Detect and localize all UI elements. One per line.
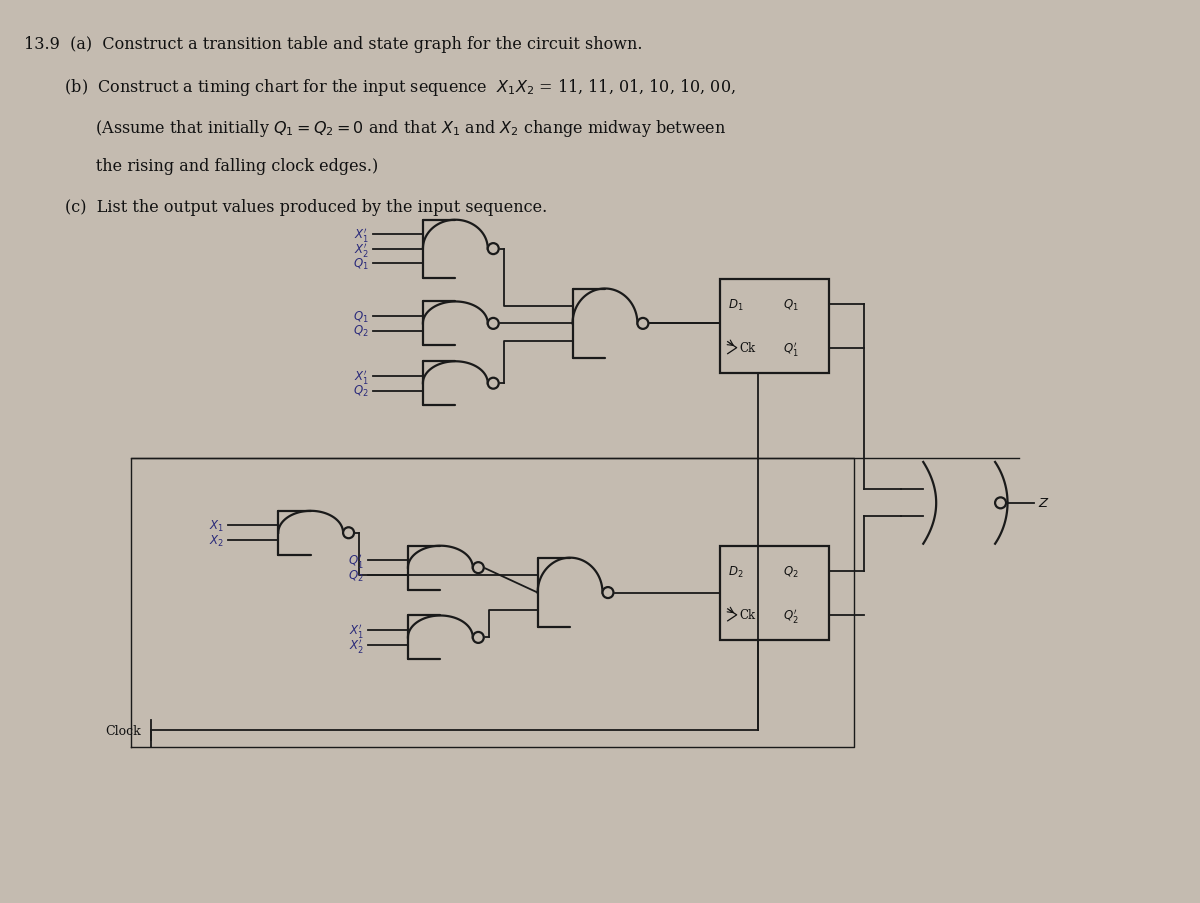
Text: 13.9  (a)  Construct a transition table and state graph for the circuit shown.: 13.9 (a) Construct a transition table an…: [24, 36, 642, 53]
Text: $Q_2'$: $Q_2'$: [784, 606, 799, 624]
Text: $X_2'$: $X_2'$: [349, 636, 364, 654]
Circle shape: [602, 588, 613, 599]
Text: $Q_2$: $Q_2$: [348, 568, 364, 582]
Text: $X_2$: $X_2$: [209, 533, 224, 548]
Text: $X_2'$: $X_2'$: [354, 240, 370, 258]
Text: $Q_1$: $Q_1$: [353, 256, 370, 271]
Text: $D_1$: $D_1$: [727, 297, 743, 312]
Text: $D_2$: $D_2$: [727, 564, 743, 579]
Circle shape: [473, 632, 484, 643]
Text: $X_1$: $X_1$: [209, 518, 224, 534]
Text: $X_1'$: $X_1'$: [354, 368, 370, 386]
Text: $Q_1'$: $Q_1'$: [348, 552, 364, 570]
Circle shape: [637, 319, 648, 330]
Text: $Z$: $Z$: [1038, 497, 1050, 510]
Circle shape: [487, 378, 499, 389]
Bar: [720, 546, 829, 641]
Text: Ck: Ck: [739, 342, 756, 355]
Circle shape: [343, 527, 354, 538]
Text: (Assume that initially $Q_1 = Q_2 = 0$ and that $X_1$ and $X_2$ change midway be: (Assume that initially $Q_1 = Q_2 = 0$ a…: [24, 117, 726, 138]
Text: the rising and falling clock edges.): the rising and falling clock edges.): [24, 158, 378, 175]
Circle shape: [487, 244, 499, 255]
Text: Clock: Clock: [106, 724, 142, 737]
Text: $Q_1'$: $Q_1'$: [784, 340, 799, 358]
Text: Ck: Ck: [739, 609, 756, 621]
Bar: [720, 279, 829, 374]
Text: (c)  List the output values produced by the input sequence.: (c) List the output values produced by t…: [24, 199, 547, 216]
Circle shape: [473, 563, 484, 573]
Text: $X_1'$: $X_1'$: [349, 621, 364, 639]
Text: $Q_2$: $Q_2$: [784, 564, 799, 579]
Text: $Q_2$: $Q_2$: [353, 324, 370, 339]
Text: (b)  Construct a timing chart for the input sequence  $X_1X_2$ = 11, 11, 01, 10,: (b) Construct a timing chart for the inp…: [24, 77, 736, 98]
Text: $X_1'$: $X_1'$: [354, 226, 370, 244]
Text: $Q_1$: $Q_1$: [353, 309, 370, 324]
Text: $Q_2$: $Q_2$: [353, 384, 370, 398]
Circle shape: [487, 319, 499, 330]
Circle shape: [995, 498, 1006, 508]
Text: $Q_1$: $Q_1$: [784, 297, 799, 312]
